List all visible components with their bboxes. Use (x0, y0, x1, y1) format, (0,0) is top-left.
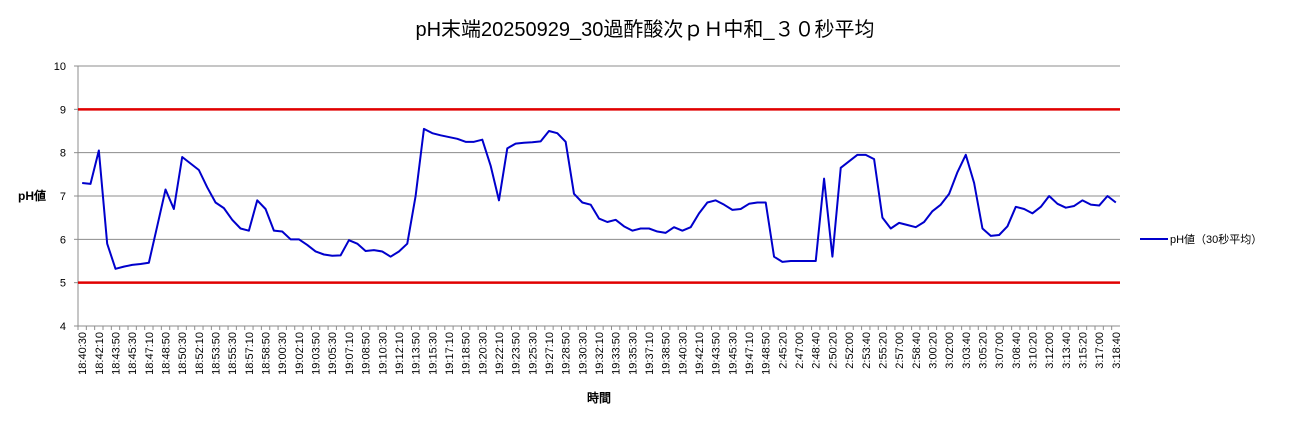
y-tick-label: 7 (60, 191, 66, 203)
x-tick-label: 19:22:10 (494, 332, 506, 375)
x-tick-label: 19:25:30 (527, 332, 539, 375)
data-line (82, 127, 1117, 270)
x-tick-label: 18:48:50 (161, 332, 173, 375)
x-tick-label: 18:50:30 (177, 332, 189, 375)
x-tick-label: 3:12:00 (1044, 332, 1056, 369)
x-tick-label: 19:00:30 (277, 332, 289, 375)
x-tick-label: 18:58:50 (261, 332, 273, 375)
x-tick-label: 2:53:40 (861, 332, 873, 369)
x-tick-label: 3:07:00 (994, 332, 1006, 369)
x-tick-label: 19:10:30 (377, 332, 389, 375)
x-tick-label: 19:42:10 (694, 332, 706, 375)
x-tick-label: 19:33:50 (611, 332, 623, 375)
x-tick-label: 3:10:20 (1027, 332, 1039, 369)
chart-title: pH末端20250929_30過酢酸次ｐＨ中和_３０秒平均 (415, 18, 874, 41)
x-tick-label: 18:47:10 (144, 332, 156, 375)
x-tick-label: 2:47:00 (794, 332, 806, 369)
x-tick-label: 19:47:10 (744, 332, 756, 375)
x-tick-label: 19:27:10 (544, 332, 556, 375)
x-tick-label: 3:18:40 (1111, 332, 1123, 369)
x-tick-label: 19:20:30 (477, 332, 489, 375)
y-tick-label: 8 (60, 148, 66, 160)
x-tick-label: 19:28:50 (561, 332, 573, 375)
x-tick-label: 19:45:30 (727, 332, 739, 375)
x-tick-label: 19:03:50 (311, 332, 323, 375)
x-tick-label: 19:07:10 (344, 332, 356, 375)
x-tick-label: 18:55:30 (227, 332, 239, 375)
x-tick-label: 19:40:30 (677, 332, 689, 375)
x-tick-label: 19:38:50 (661, 332, 673, 375)
x-tick-label: 19:17:10 (444, 332, 456, 375)
x-tick-label: 19:23:50 (511, 332, 523, 375)
x-tick-label: 19:30:30 (577, 332, 589, 375)
x-tick-label: 3:02:00 (944, 332, 956, 369)
x-tick-label: 3:08:40 (1011, 332, 1023, 369)
x-tick-label: 18:57:10 (244, 332, 256, 375)
x-tick-label: 2:45:20 (777, 332, 789, 369)
x-tick-label: 19:32:10 (594, 332, 606, 375)
y-tick-label: 10 (54, 61, 66, 73)
x-tick-label: 19:18:50 (461, 332, 473, 375)
x-tick-label: 19:37:10 (644, 332, 656, 375)
x-tick-label: 2:52:00 (844, 332, 856, 369)
x-tick-label: 19:48:50 (761, 332, 773, 375)
x-tick-label: 18:45:30 (127, 332, 139, 375)
x-tick-label: 19:05:30 (327, 332, 339, 375)
x-tick-label: 19:15:30 (427, 332, 439, 375)
x-tick-label: 18:40:30 (77, 332, 89, 375)
x-axis-title: 時間 (587, 390, 611, 405)
x-tick-label: 2:50:20 (827, 332, 839, 369)
legend-label: pH値（30秒平均） (1170, 232, 1262, 246)
x-tick-label: 3:05:20 (977, 332, 989, 369)
x-tick-label: 3:17:00 (1094, 332, 1106, 369)
x-tick-label: 19:35:30 (627, 332, 639, 375)
x-tick-label: 2:58:40 (911, 332, 923, 369)
x-tick-label: 19:43:50 (711, 332, 723, 375)
x-tick-label: 19:13:50 (411, 332, 423, 375)
x-tick-label: 2:48:40 (811, 332, 823, 369)
x-tick-label: 19:12:10 (394, 332, 406, 375)
x-tick-label: 18:43:50 (111, 332, 123, 375)
x-tick-label: 3:15:20 (1077, 332, 1089, 369)
x-tick-label: 18:42:10 (94, 332, 106, 375)
x-tick-label: 3:00:20 (927, 332, 939, 369)
x-tick-label: 2:57:00 (894, 332, 906, 369)
x-tick-label: 18:52:10 (194, 332, 206, 375)
y-tick-label: 6 (60, 234, 66, 246)
y-tick-label: 5 (60, 278, 66, 290)
y-tick-label: 9 (60, 104, 66, 116)
x-tick-label: 19:08:50 (361, 332, 373, 375)
x-tick-label: 2:55:20 (877, 332, 889, 369)
x-tick-label: 19:02:10 (294, 332, 306, 375)
x-tick-label: 3:13:40 (1061, 332, 1073, 369)
y-tick-label: 4 (60, 321, 66, 333)
x-tick-label: 3:03:40 (961, 332, 973, 369)
y-axis-title: pH値 (18, 188, 46, 203)
x-tick-label: 18:53:50 (211, 332, 223, 375)
